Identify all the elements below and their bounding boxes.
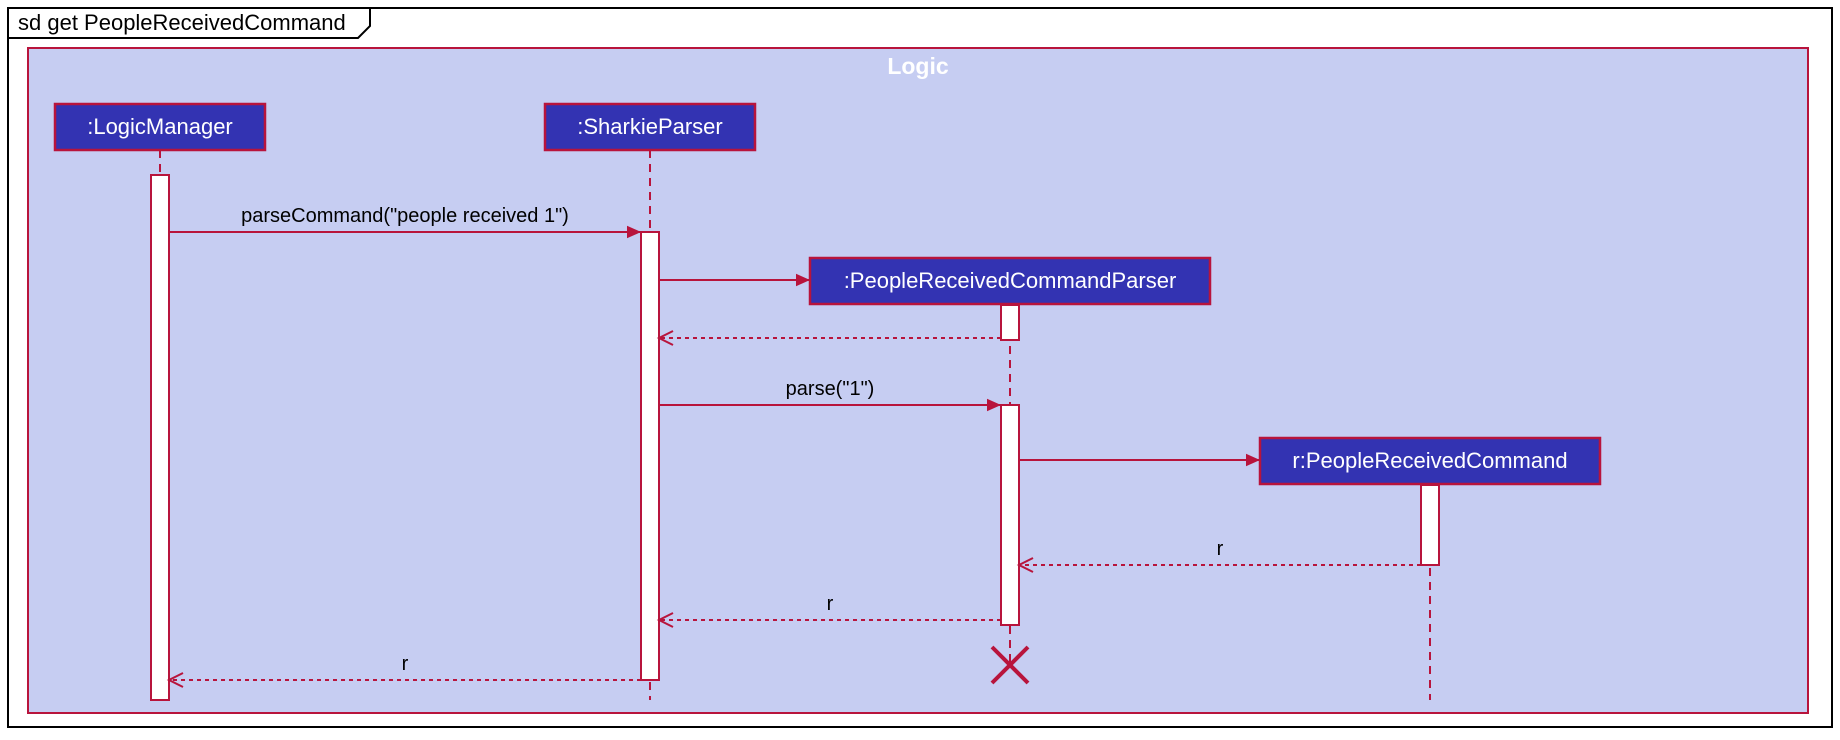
activation-bar (1001, 405, 1019, 625)
message-label: r (402, 653, 409, 675)
participant-label: :SharkieParser (577, 114, 723, 139)
frame-tab-label: sd get PeopleReceivedCommand (18, 10, 346, 35)
message-label: parseCommand("people received 1") (241, 205, 569, 227)
activation-bar (1421, 485, 1439, 565)
message-label: parse("1") (786, 378, 875, 400)
message-label: r (827, 593, 834, 615)
message-label: r (1217, 538, 1224, 560)
participant-label: :LogicManager (87, 114, 233, 139)
activation-bar (1001, 305, 1019, 340)
activation-bar (151, 175, 169, 700)
participant-label: :PeopleReceivedCommandParser (844, 268, 1177, 293)
logic-container (28, 48, 1808, 713)
logic-title: Logic (887, 53, 949, 79)
sequence-diagram: sd get PeopleReceivedCommand Logic :LogicM… (0, 0, 1840, 735)
activation-bar (641, 232, 659, 680)
participant-label: r:PeopleReceivedCommand (1292, 448, 1567, 473)
